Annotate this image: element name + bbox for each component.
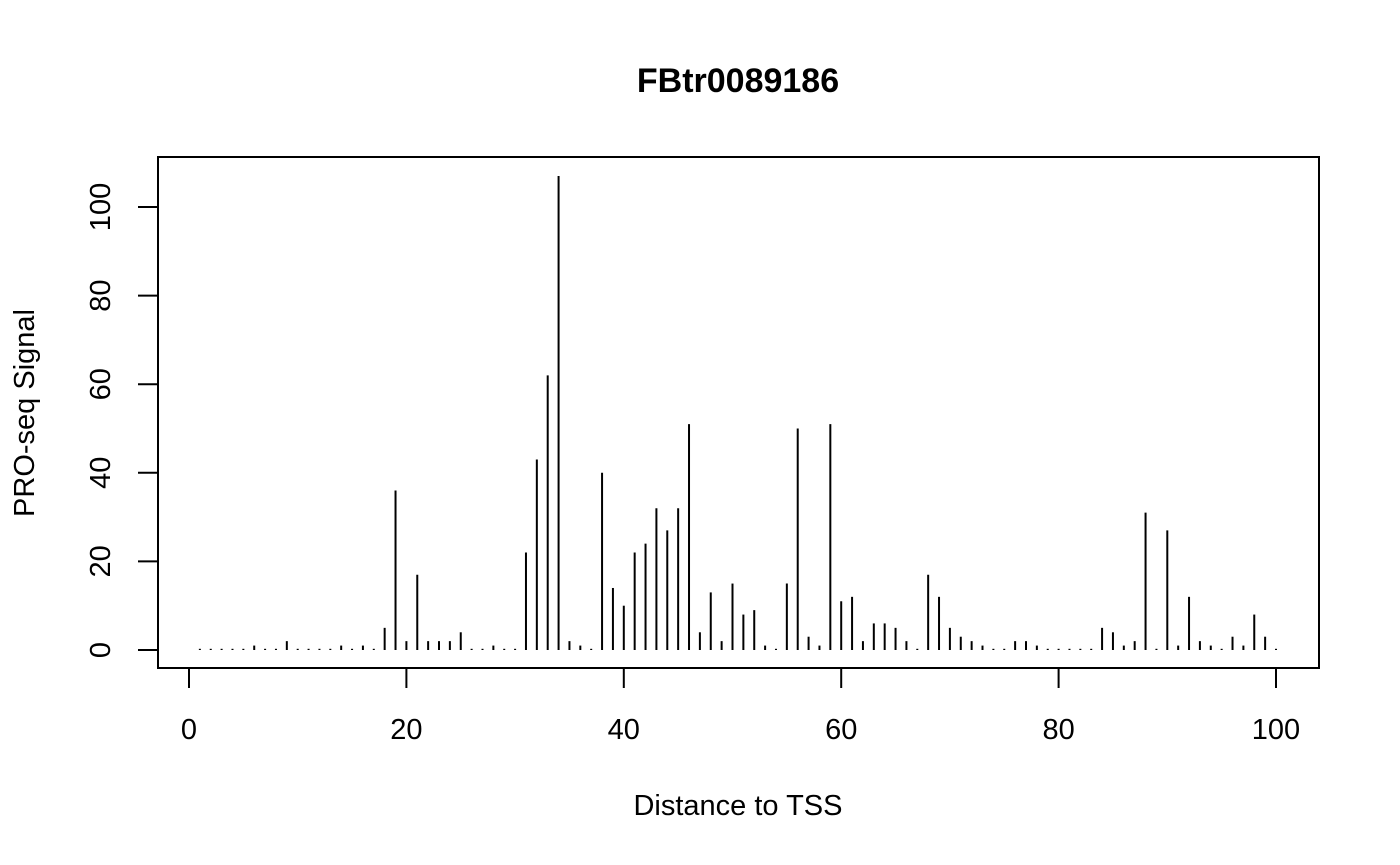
- y-tick-label: 80: [85, 279, 117, 311]
- x-tick-label: 20: [390, 714, 422, 746]
- y-tick-label: 60: [85, 368, 117, 400]
- y-tick-label: 100: [85, 183, 117, 231]
- x-axis: 0 20 40 60 80 100: [181, 667, 1300, 746]
- y-tick-label: 40: [85, 457, 117, 489]
- x-tick-label: 40: [608, 714, 640, 746]
- x-tick-label: 60: [825, 714, 857, 746]
- x-axis-label: Distance to TSS: [633, 790, 842, 822]
- x-tick-label: 0: [181, 714, 197, 746]
- chart-title: FBtr0089186: [637, 62, 839, 100]
- y-tick-label: 20: [85, 545, 117, 577]
- y-axis: 0 20 40 60 80 100: [85, 183, 159, 658]
- x-tick-label: 80: [1042, 714, 1074, 746]
- y-axis-label: PRO-seq Signal: [9, 309, 41, 517]
- y-tick-label: 0: [85, 642, 117, 658]
- bar-group: [198, 175, 1277, 650]
- x-tick-label: 100: [1252, 714, 1300, 746]
